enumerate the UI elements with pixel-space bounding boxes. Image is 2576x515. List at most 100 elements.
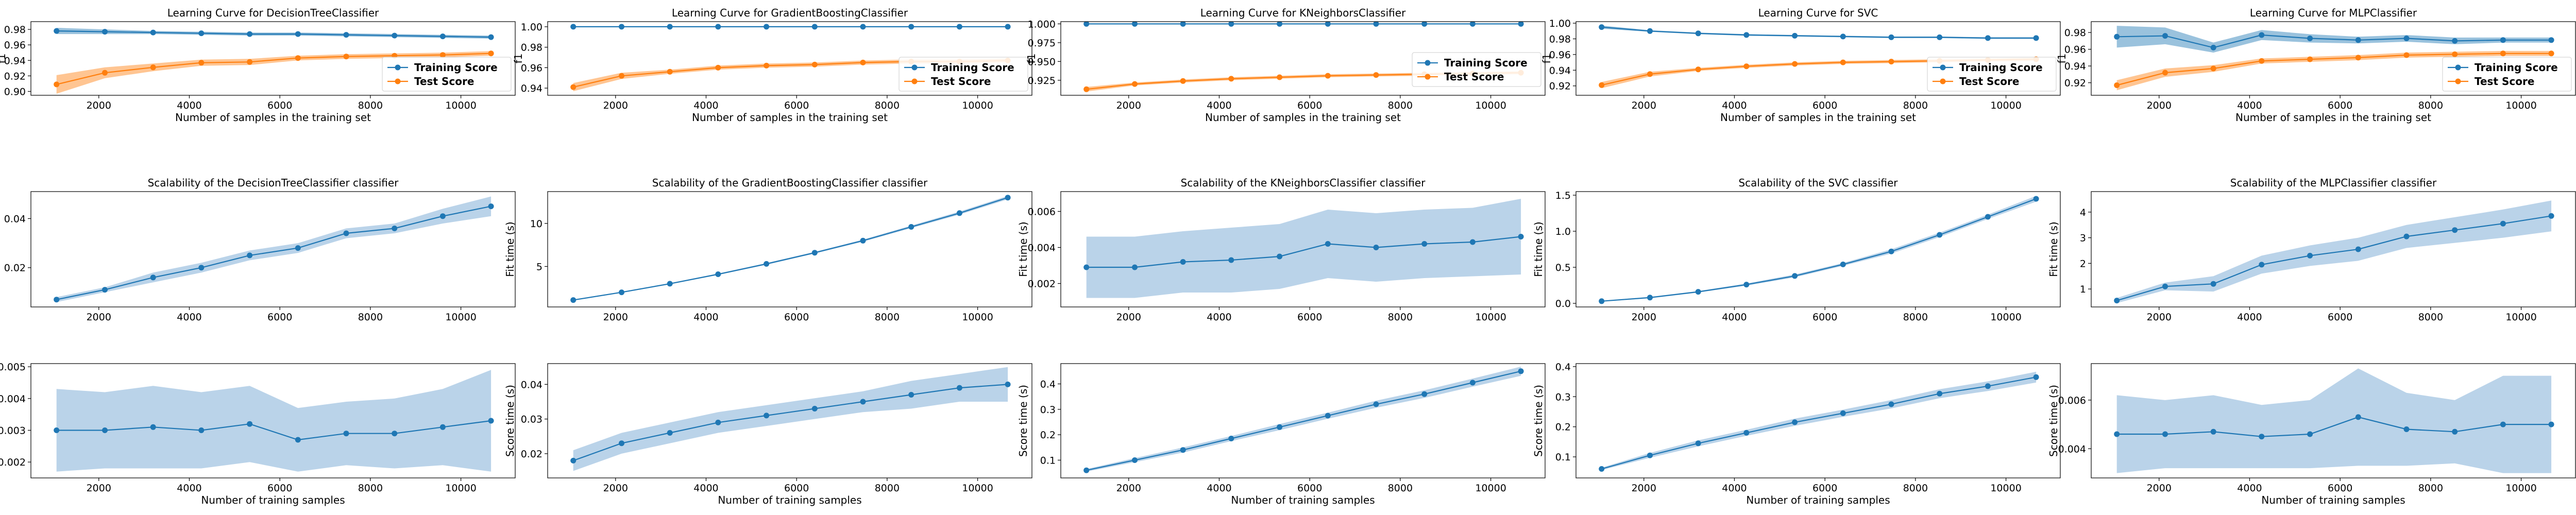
x-tick-label: 10000 <box>2505 483 2536 494</box>
data-point <box>1005 24 1011 30</box>
data-point <box>715 271 721 277</box>
data-point <box>1469 22 1476 27</box>
subplot-9: 2000 4000 6000 8000 10000 0.0 0.5 1.0 1.5 Scalabi… <box>1532 177 2061 323</box>
data-point <box>715 24 721 30</box>
axes-frame <box>30 21 516 96</box>
data-point <box>1277 74 1283 80</box>
data-point <box>908 392 914 398</box>
data-point <box>439 33 446 40</box>
data-point <box>1840 261 1846 267</box>
axes-frame <box>2091 363 2576 478</box>
data-point <box>2403 233 2410 239</box>
x-tick-label: 6000 <box>784 312 809 323</box>
data-point <box>570 297 577 303</box>
data-point <box>2548 421 2554 427</box>
data-point <box>54 427 60 433</box>
legend-box <box>382 57 512 92</box>
axes-frame <box>1060 21 1546 96</box>
x-tick-label: 6000 <box>1812 483 1837 494</box>
x-tick-label: 2000 <box>2147 100 2172 111</box>
data-point <box>247 31 253 37</box>
x-tick-label: 4000 <box>1207 312 1231 323</box>
data-point <box>2307 431 2313 437</box>
y-tick-label: 0.1 <box>1555 452 1571 463</box>
x-tick-label: 8000 <box>1903 483 1928 494</box>
plot-area <box>1083 199 1524 298</box>
data-point <box>2355 55 2361 61</box>
data-point <box>1792 273 1798 279</box>
axes-frame <box>547 363 1032 478</box>
data-point <box>488 418 494 424</box>
x-tick-label: 10000 <box>962 312 993 323</box>
data-point <box>343 54 349 60</box>
data-point <box>2259 32 2265 38</box>
y-tick-label: 0.2 <box>1555 422 1571 433</box>
x-tick-label: 10000 <box>445 100 476 111</box>
y-tick-label: 2 <box>2080 258 2086 269</box>
data-point <box>488 34 494 40</box>
legend-entry-label: Test Score <box>931 75 991 88</box>
data-point <box>667 68 673 75</box>
data-point <box>150 424 156 430</box>
data-point <box>1132 264 1138 270</box>
legend-swatch-marker <box>2455 78 2461 84</box>
x-tick-label: 2000 <box>1116 312 1141 323</box>
x-tick-label: 2000 <box>1116 100 1141 111</box>
x-tick-label: 2000 <box>1116 483 1141 494</box>
data-point <box>439 213 446 219</box>
subplot-title: Scalability of the SVC classifier <box>1738 177 1898 189</box>
axes-frame <box>1575 191 2061 307</box>
y-tick-label: 0.96 <box>4 40 26 51</box>
data-point <box>1083 467 1090 473</box>
y-tick-label: 0.02 <box>4 263 26 274</box>
data-point <box>860 59 866 65</box>
legend-entry-label: Test Score <box>2475 75 2534 88</box>
series-line <box>1086 370 1521 471</box>
plot-area <box>2114 368 2554 473</box>
data-point <box>2162 33 2168 39</box>
x-tick-label: 10000 <box>1990 100 2021 111</box>
data-point <box>1277 22 1283 27</box>
x-tick-label: 4000 <box>2237 312 2262 323</box>
x-tick-label: 4000 <box>1207 483 1231 494</box>
data-point <box>2403 36 2410 41</box>
legend-entry-label: Training Score <box>2475 61 2558 74</box>
y-tick-label: 0.005 <box>0 362 26 373</box>
y-tick-label: 1.000 <box>1028 19 1056 30</box>
data-point <box>2162 431 2168 437</box>
std-band <box>1086 366 1521 472</box>
subplot-7: 2000 4000 6000 8000 10000 5 10 Scalability of t… <box>504 177 1032 323</box>
y-tick-label: 0.96 <box>2064 44 2086 56</box>
train-score-line <box>2116 34 2552 48</box>
x-tick-label: 6000 <box>2328 312 2352 323</box>
data-point <box>295 31 301 37</box>
x-axis-label: Number of samples in the training set <box>1720 111 1916 124</box>
data-point <box>2033 196 2039 202</box>
data-point <box>1373 72 1379 78</box>
y-tick-label: 0.90 <box>4 86 26 97</box>
data-point <box>1985 383 1991 389</box>
x-tick-label: 10000 <box>2505 100 2536 111</box>
data-point <box>102 29 108 35</box>
data-point <box>764 24 770 30</box>
subplot-2: 2000 4000 6000 8000 10000 0.94 0.96 0.98 1.00 Lea… <box>512 7 1032 124</box>
x-tick-label: 6000 <box>1297 483 1322 494</box>
x-tick-label: 2000 <box>87 312 111 323</box>
x-axis-label: Number of samples in the training set <box>1205 111 1401 124</box>
data-point <box>247 421 253 427</box>
y-tick-label: 0.03 <box>521 414 543 425</box>
y-axis-label: Score time (s) <box>1017 385 1029 457</box>
x-tick-label: 4000 <box>693 483 718 494</box>
data-point <box>1985 35 1991 41</box>
x-tick-label: 8000 <box>2418 483 2443 494</box>
x-tick-label: 8000 <box>1903 100 1928 111</box>
plot-area <box>54 196 494 303</box>
data-point <box>1083 86 1090 92</box>
data-point <box>811 250 818 256</box>
data-point <box>2355 246 2361 252</box>
data-point <box>2452 227 2458 233</box>
data-point <box>2210 428 2216 435</box>
legend-entry-label: Test Score <box>414 75 474 88</box>
x-tick-label: 2000 <box>603 483 628 494</box>
